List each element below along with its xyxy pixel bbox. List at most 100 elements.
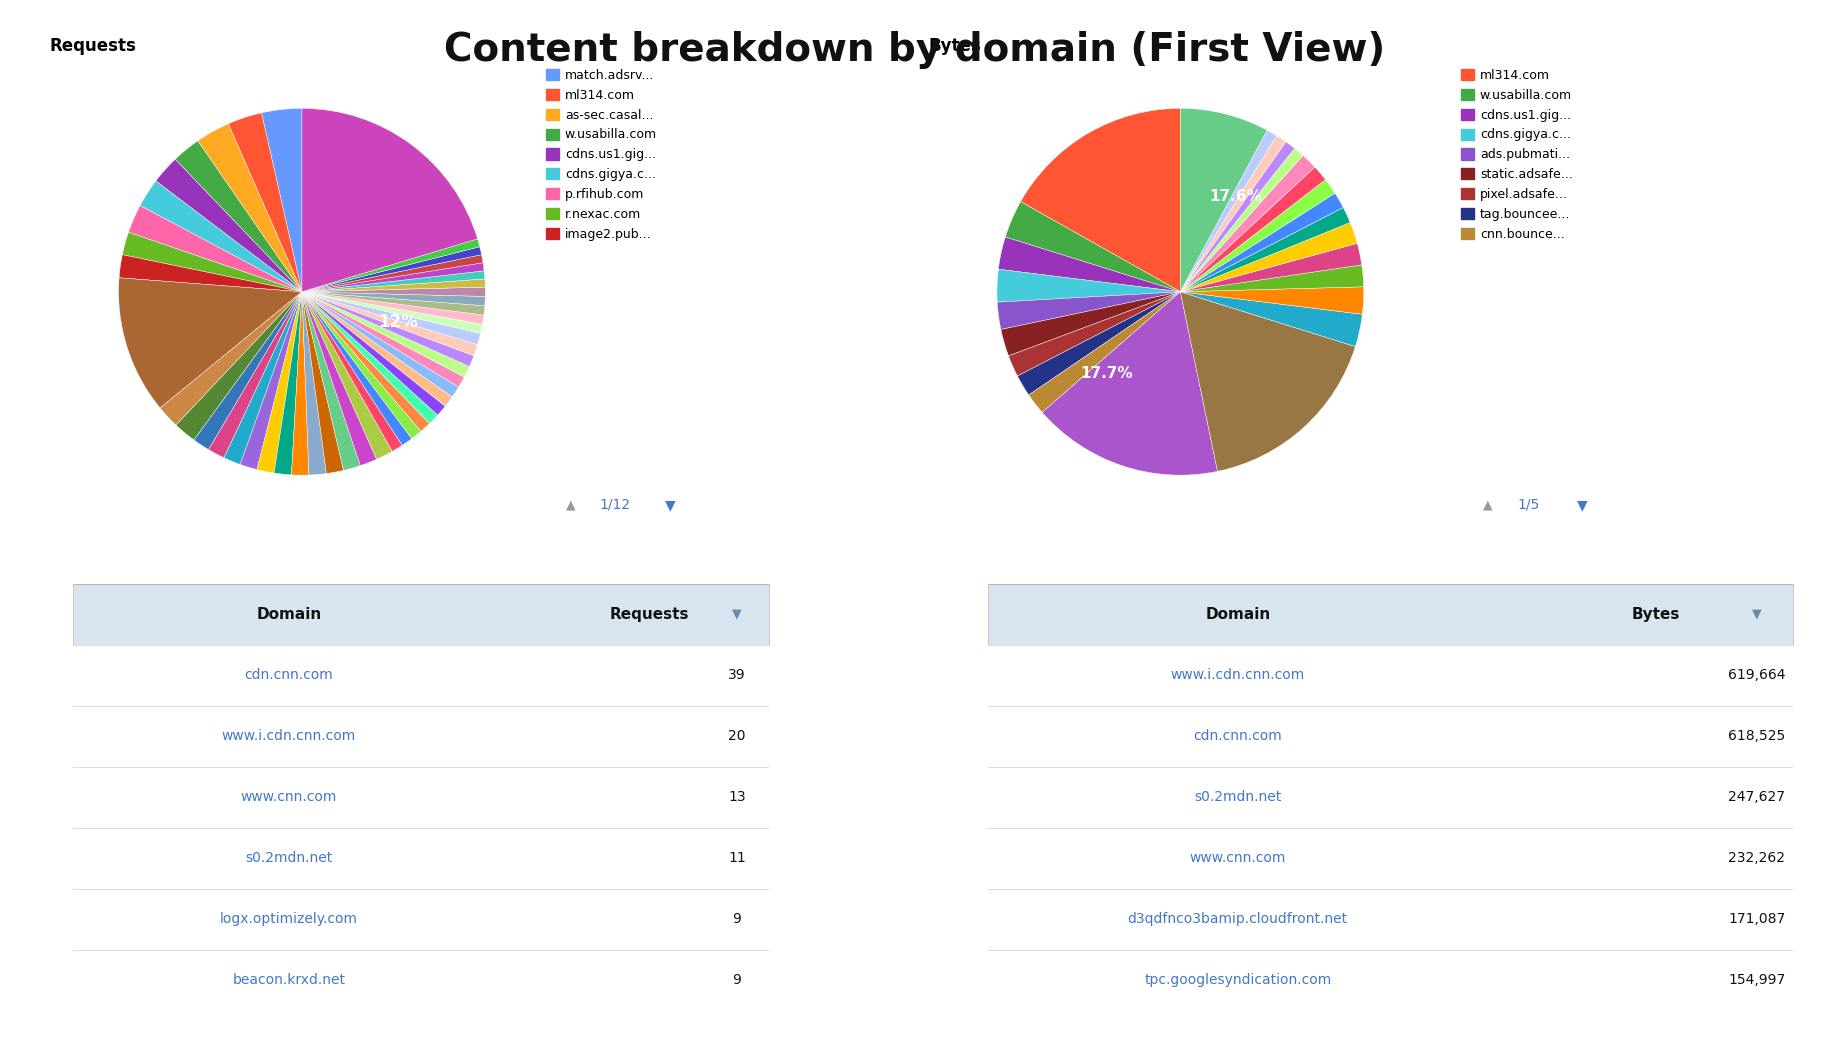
Wedge shape <box>119 278 302 408</box>
Text: s0.2mdn.net: s0.2mdn.net <box>245 851 333 865</box>
Text: cdn.cnn.com: cdn.cnn.com <box>1193 729 1283 743</box>
Wedge shape <box>209 292 302 457</box>
Wedge shape <box>161 292 302 425</box>
Text: 17.6%: 17.6% <box>1210 190 1263 204</box>
Wedge shape <box>302 292 465 388</box>
Wedge shape <box>1180 148 1303 292</box>
Text: 17.7%: 17.7% <box>1080 366 1133 380</box>
Wedge shape <box>302 292 361 470</box>
Wedge shape <box>1180 167 1325 292</box>
Text: 39: 39 <box>728 668 745 683</box>
Text: Bytes: Bytes <box>928 38 981 55</box>
Text: ▲: ▲ <box>1482 499 1491 512</box>
Wedge shape <box>1028 292 1180 413</box>
Wedge shape <box>302 292 459 397</box>
Bar <box>988 584 1793 645</box>
Wedge shape <box>302 292 377 466</box>
Text: cdn.cnn.com: cdn.cnn.com <box>245 668 333 683</box>
Text: 1/5: 1/5 <box>1517 498 1539 512</box>
Legend: match.adsrv..., ml314.com, as-sec.casal..., w.usabilla.com, cdns.us1.gig..., cdn: match.adsrv..., ml314.com, as-sec.casal.… <box>545 69 657 241</box>
Wedge shape <box>119 254 302 292</box>
Wedge shape <box>302 239 479 292</box>
Wedge shape <box>1180 130 1277 292</box>
Wedge shape <box>141 181 302 292</box>
Text: www.i.cdn.cnn.com: www.i.cdn.cnn.com <box>1171 668 1305 683</box>
Wedge shape <box>302 288 485 296</box>
Wedge shape <box>302 292 474 367</box>
Text: 1/12: 1/12 <box>598 498 630 512</box>
Wedge shape <box>1180 135 1286 292</box>
Wedge shape <box>302 292 481 345</box>
Text: 619,664: 619,664 <box>1728 668 1786 683</box>
Text: ▲: ▲ <box>565 499 576 512</box>
Text: logx.optimizely.com: logx.optimizely.com <box>220 912 359 926</box>
Wedge shape <box>1180 292 1356 471</box>
Wedge shape <box>302 292 483 333</box>
Text: 9: 9 <box>732 973 741 987</box>
Bar <box>73 584 769 645</box>
Wedge shape <box>302 292 326 475</box>
Wedge shape <box>1043 292 1217 475</box>
Text: 618,525: 618,525 <box>1728 729 1786 743</box>
Wedge shape <box>256 292 302 473</box>
Wedge shape <box>198 124 302 292</box>
Wedge shape <box>302 292 344 473</box>
Wedge shape <box>302 292 437 423</box>
Wedge shape <box>1180 108 1266 292</box>
Wedge shape <box>156 159 302 292</box>
Text: 12%: 12% <box>379 313 417 331</box>
Wedge shape <box>1180 179 1334 292</box>
Text: d3qdfnco3bamip.cloudfront.net: d3qdfnco3bamip.cloudfront.net <box>1127 912 1349 926</box>
Wedge shape <box>302 292 485 305</box>
Text: ▼: ▼ <box>1751 607 1762 621</box>
Text: ▼: ▼ <box>1577 498 1587 512</box>
Wedge shape <box>302 292 478 355</box>
Text: 232,262: 232,262 <box>1728 851 1786 865</box>
Wedge shape <box>302 292 483 324</box>
Wedge shape <box>240 292 302 470</box>
Text: www.cnn.com: www.cnn.com <box>1190 851 1286 865</box>
Text: Content breakdown by domain (First View): Content breakdown by domain (First View) <box>445 31 1385 69</box>
Wedge shape <box>302 279 485 292</box>
Wedge shape <box>302 247 481 292</box>
Wedge shape <box>302 254 483 292</box>
Text: beacon.krxd.net: beacon.krxd.net <box>232 973 346 987</box>
Text: s0.2mdn.net: s0.2mdn.net <box>1195 790 1281 804</box>
Wedge shape <box>1180 244 1362 292</box>
Text: www.cnn.com: www.cnn.com <box>240 790 337 804</box>
Wedge shape <box>1180 207 1351 292</box>
Wedge shape <box>997 292 1180 329</box>
Text: ▼: ▼ <box>732 607 741 621</box>
Wedge shape <box>1001 292 1180 356</box>
Text: Requests: Requests <box>609 606 690 621</box>
Wedge shape <box>997 269 1180 302</box>
Text: Domain: Domain <box>1206 606 1270 621</box>
Wedge shape <box>194 292 302 449</box>
Wedge shape <box>1180 292 1362 347</box>
Text: www.i.cdn.cnn.com: www.i.cdn.cnn.com <box>221 729 355 743</box>
Text: 20: 20 <box>728 729 745 743</box>
Text: 9: 9 <box>732 912 741 926</box>
Text: 154,997: 154,997 <box>1728 973 1786 987</box>
Wedge shape <box>302 292 470 377</box>
Text: 13: 13 <box>728 790 745 804</box>
Text: tpc.googlesyndication.com: tpc.googlesyndication.com <box>1144 973 1332 987</box>
Wedge shape <box>999 237 1180 292</box>
Wedge shape <box>1021 108 1180 292</box>
Legend: ml314.com, w.usabilla.com, cdns.us1.gig..., cdns.gigya.c..., ads.pubmati..., sta: ml314.com, w.usabilla.com, cdns.us1.gig.… <box>1460 69 1572 241</box>
Wedge shape <box>302 292 452 406</box>
Wedge shape <box>274 292 302 475</box>
Wedge shape <box>223 292 302 465</box>
Wedge shape <box>128 205 302 292</box>
Wedge shape <box>1180 223 1358 292</box>
Wedge shape <box>302 292 485 315</box>
Wedge shape <box>262 108 302 292</box>
Wedge shape <box>302 292 392 460</box>
Wedge shape <box>302 292 412 445</box>
Wedge shape <box>1180 142 1294 292</box>
Wedge shape <box>1008 292 1180 376</box>
Wedge shape <box>176 292 302 440</box>
Wedge shape <box>1005 202 1180 292</box>
Wedge shape <box>1017 292 1180 395</box>
Wedge shape <box>1180 155 1314 292</box>
